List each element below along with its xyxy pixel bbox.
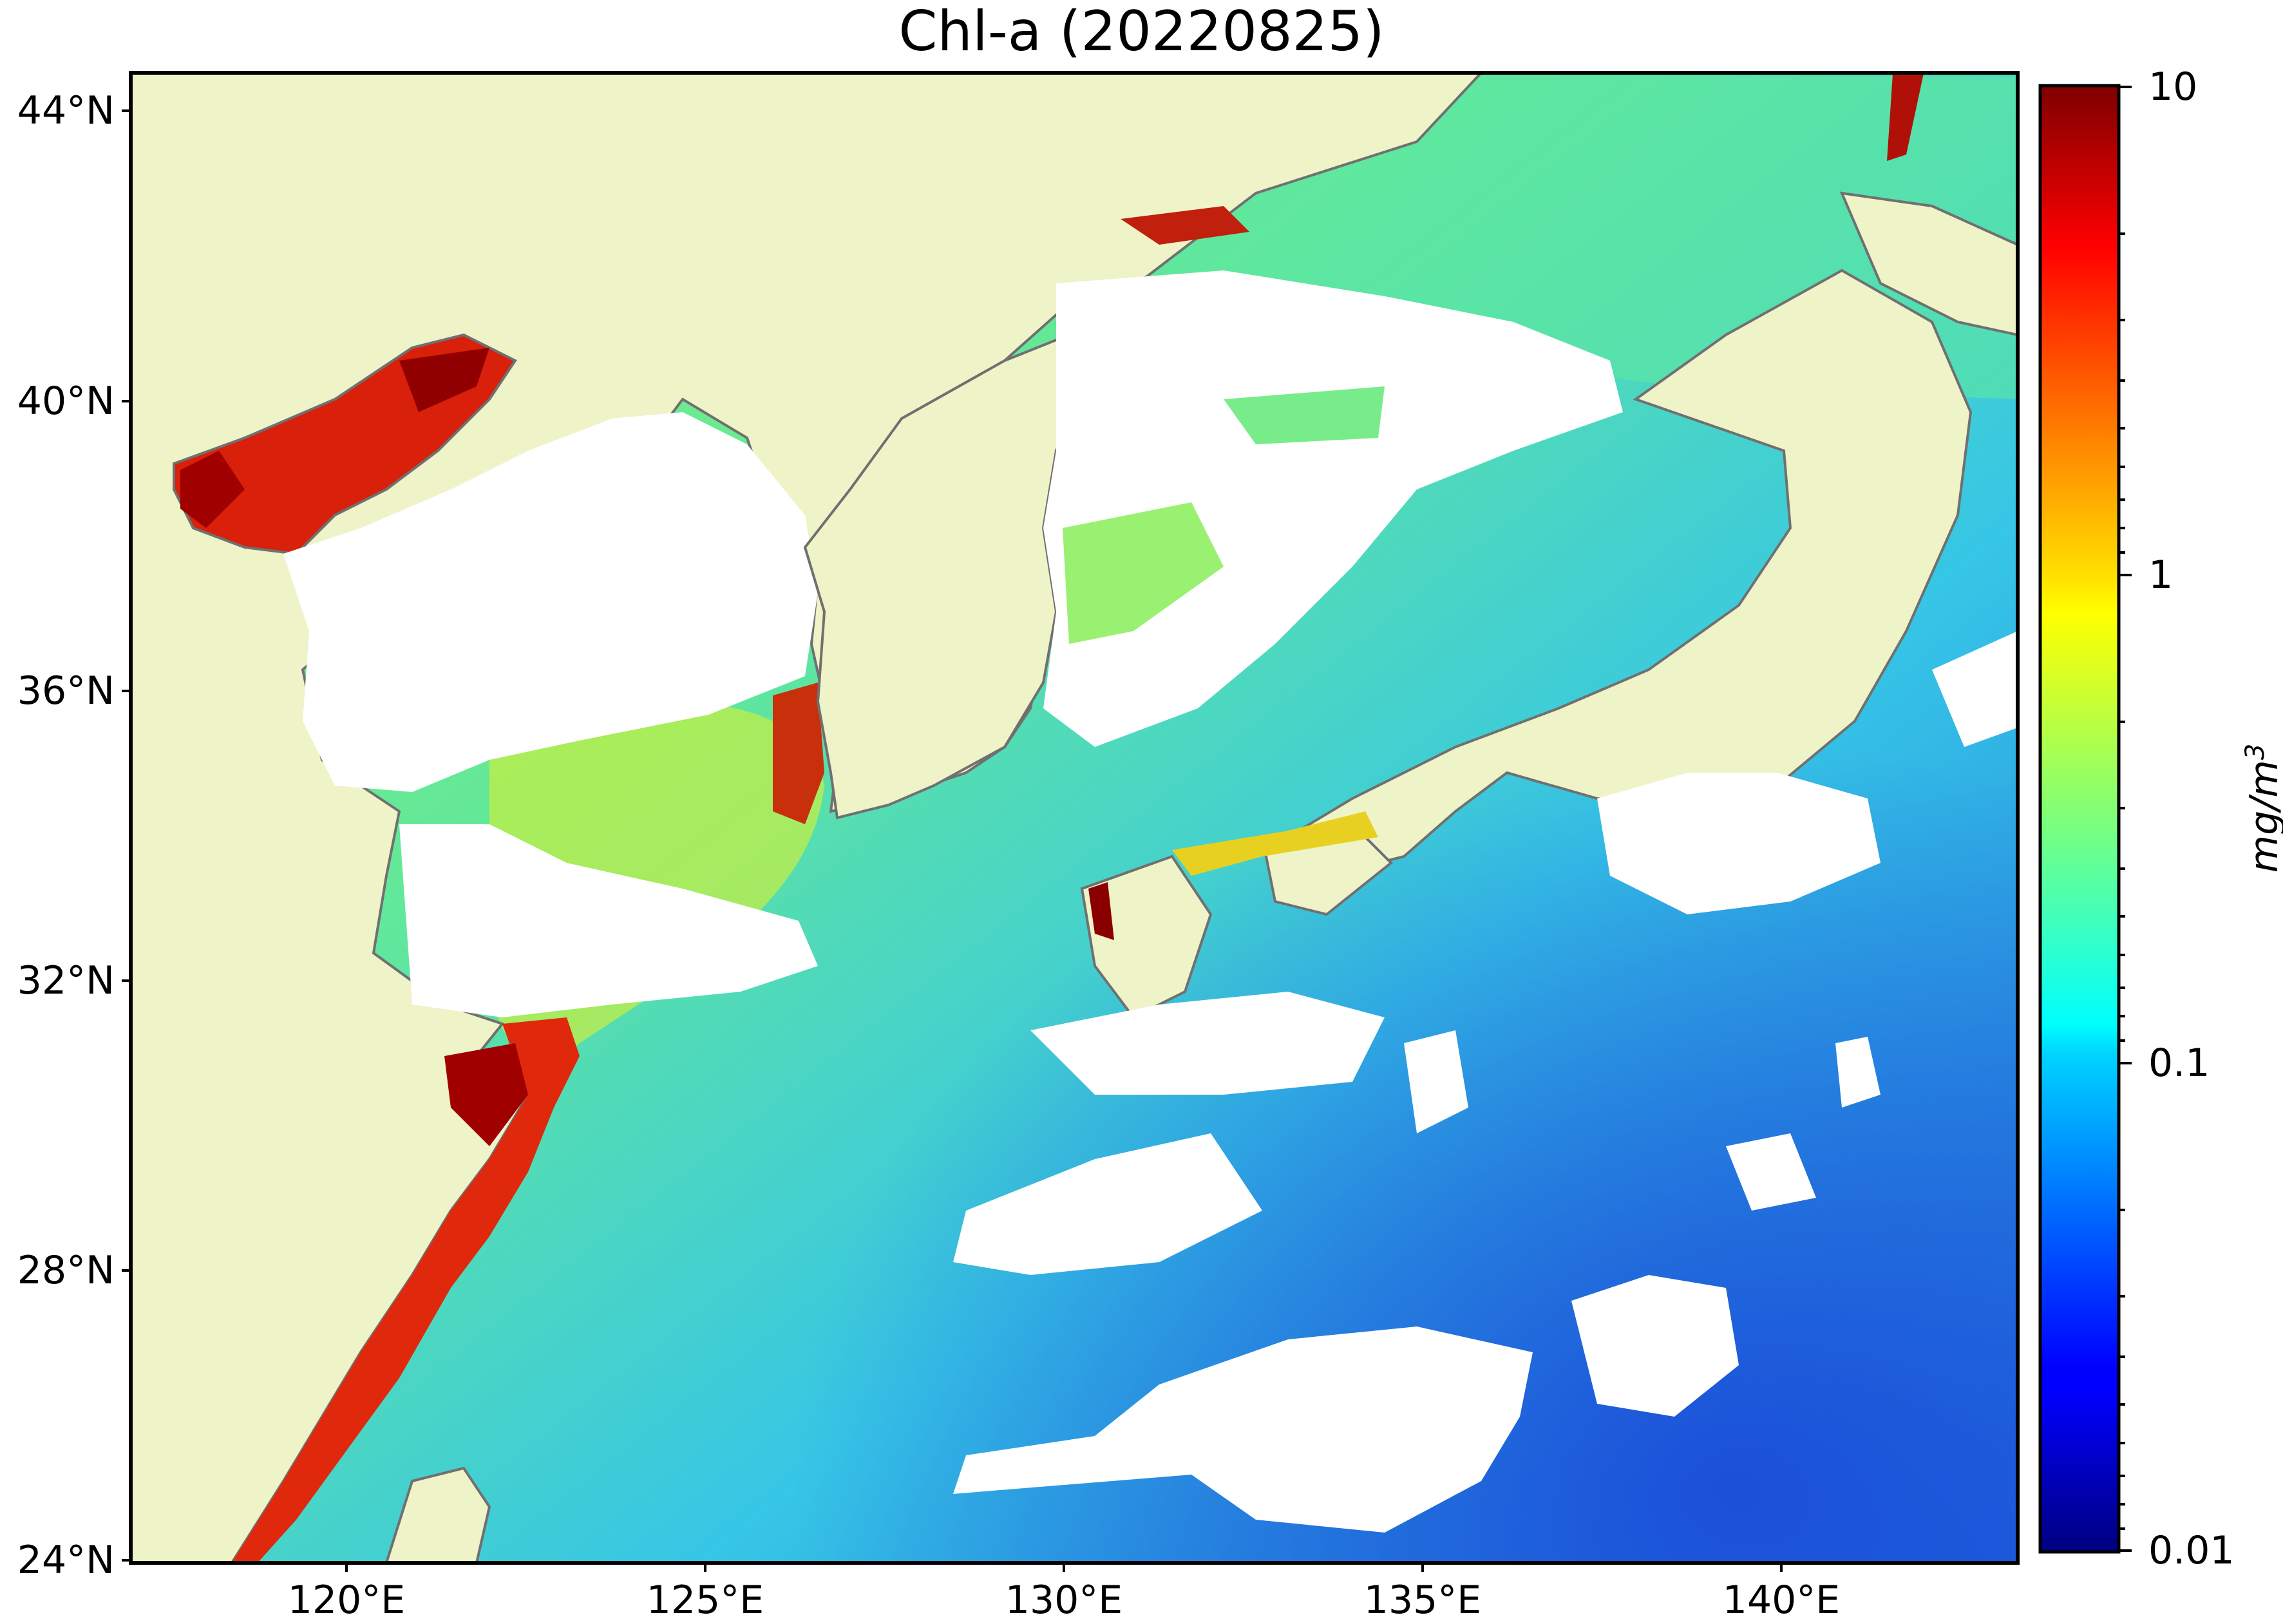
pacific-cloud-3 xyxy=(953,1327,1533,1533)
south-yellow-sea-cloud xyxy=(399,824,818,1017)
lon-label-135e: 135°E xyxy=(1363,1578,1482,1623)
estuary-core xyxy=(444,1043,528,1146)
lon-label-140e: 140°E xyxy=(1722,1578,1841,1623)
japan-kyushu xyxy=(1080,854,1213,1019)
ariake-sea-high-chl xyxy=(1088,882,1114,940)
taiwan xyxy=(384,1466,491,1563)
lat-label-28n: 28°N xyxy=(17,1248,115,1293)
pacific-cloud-9 xyxy=(1726,1133,1816,1211)
japan-sea-green-patch-2 xyxy=(1063,502,1224,644)
colorbar-label-1: 1 xyxy=(2148,552,2174,598)
chart-title: Chl-a (20220825) xyxy=(898,0,1385,64)
map-frame xyxy=(129,71,2020,1565)
colorbar-label-0-01: 0.01 xyxy=(2148,1528,2235,1573)
japan-sea-green-patch xyxy=(1224,386,1385,444)
hokkaido-coast-high-chl xyxy=(1887,73,1924,161)
bohai-core xyxy=(399,348,489,412)
units-exponent: 3 xyxy=(2240,743,2270,760)
pacific-cloud-2 xyxy=(953,1133,1262,1275)
units-main: mg/m xyxy=(2242,760,2283,873)
lat-label-40n: 40°N xyxy=(17,379,115,424)
colorbar-units: mg/m3 xyxy=(2240,744,2283,873)
pacific-cloud-6 xyxy=(1932,631,2018,747)
pacific-cloud-8 xyxy=(1404,1030,1468,1133)
china-coast-high-chl xyxy=(232,1017,580,1563)
bohai-rim xyxy=(180,451,245,528)
sea-of-japan-cloud xyxy=(1043,270,1623,747)
lat-label-44n: 44°N xyxy=(17,88,115,133)
pacific-cloud-5 xyxy=(1571,1275,1739,1417)
axis-ticks xyxy=(122,109,1783,1572)
japan-hokkaido xyxy=(1839,191,2018,337)
russia-coast-high-chl xyxy=(1121,206,1249,245)
lat-label-32n: 32°N xyxy=(17,958,115,1003)
colorbar-label-10: 10 xyxy=(2148,64,2198,109)
lat-label-36n: 36°N xyxy=(17,668,115,713)
colorbar xyxy=(2038,84,2121,1554)
korea-west-coast-high-chl xyxy=(773,683,824,824)
pacific-cloud-4 xyxy=(1597,773,1880,914)
lon-label-120e: 120°E xyxy=(287,1578,406,1623)
pacific-cloud-1 xyxy=(1030,992,1385,1095)
lat-label-24n: 24°N xyxy=(17,1538,115,1583)
pacific-cloud-7 xyxy=(1835,1037,1880,1108)
colorbar-label-0-1: 0.1 xyxy=(2148,1041,2210,1086)
lon-label-125e: 125°E xyxy=(646,1578,764,1623)
colorbar-ticks xyxy=(2119,86,2132,1552)
yellow-sea-cloud xyxy=(283,412,818,792)
seto-inland-sea xyxy=(1172,811,1378,876)
lon-label-130e: 130°E xyxy=(1005,1578,1123,1623)
japan-honshu xyxy=(1285,269,1973,878)
